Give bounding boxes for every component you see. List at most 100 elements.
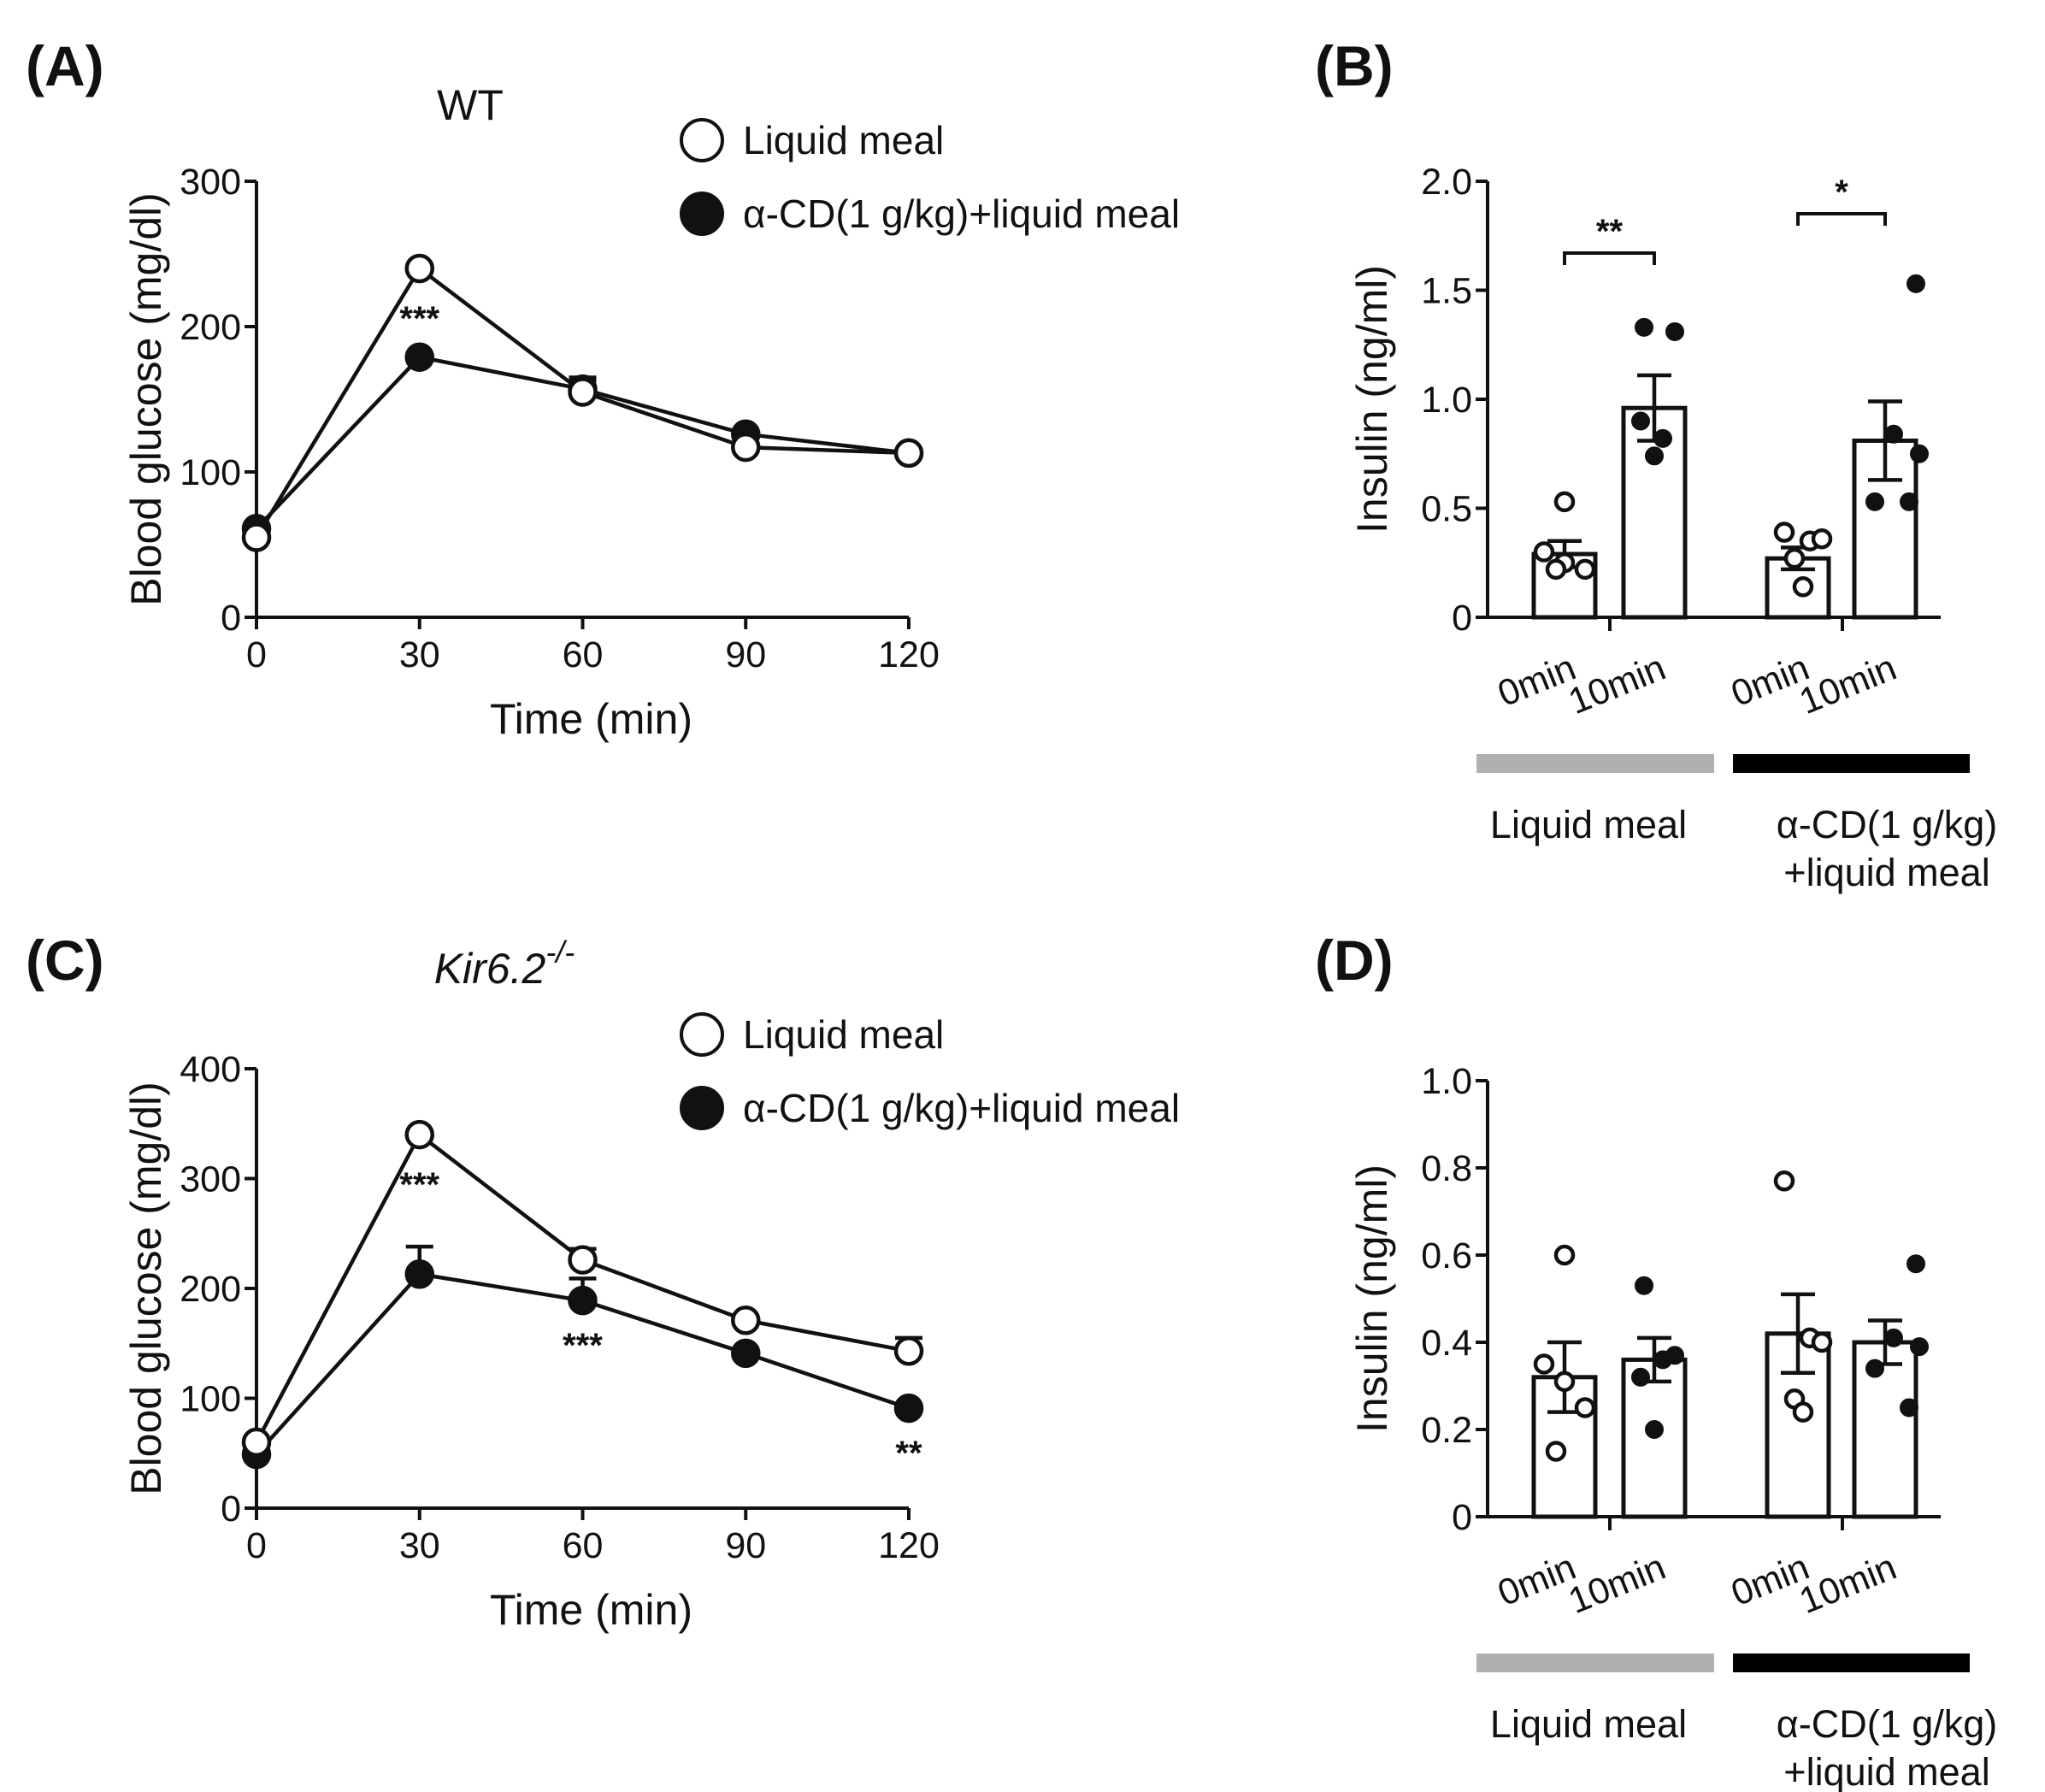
legend-label: Liquid meal [743,118,944,162]
data-point-open [1574,558,1596,581]
y-tick-label: 400 [180,1049,241,1090]
x-axis-title: Time (min) [490,1586,692,1634]
data-point-filled [1900,492,1918,511]
group-label: +liquid meal [1783,851,1989,894]
significance-mark: *** [399,1166,439,1204]
data-point-open [1533,541,1555,563]
group-label: α-CD(1 g/kg) [1777,803,1998,846]
open-marker [404,1119,434,1150]
chart-title: Kir6.2-/- [434,934,575,993]
data-point-filled [1635,317,1653,337]
open-marker [568,1245,598,1275]
y-tick-label: 0 [221,598,241,639]
x-tick-label: 0min [1492,1547,1581,1614]
group-bar-liquid-meal [1476,754,1714,773]
x-tick-label: 10min [1794,1547,1902,1622]
legend-open-marker [680,1012,724,1057]
open-marker [404,253,434,284]
group-bar-acd [1733,1653,1970,1672]
y-tick-label: 300 [180,162,241,203]
group-bar-acd [1733,754,1970,773]
x-tick-label: 10min [1563,1547,1671,1622]
legend-label: α-CD(1 g/kg)+liquid meal [743,192,1180,236]
data-point-open [1773,522,1795,543]
panel-c: (C) Kir6.2-/- 0 30 60 90 120 0 100 200 300 400 Time … [26,928,1180,1634]
data-point-open [1553,491,1576,513]
legend-filled-marker [680,1086,724,1130]
data-point-filled [1900,1398,1918,1418]
group-bar-liquid-meal [1476,1653,1714,1672]
legend-filled-marker [680,192,724,236]
data-point-open [1553,1371,1576,1393]
significance-mark: ** [895,1435,922,1472]
y-axis-title: Insulin (ng/ml) [1348,1164,1396,1433]
chart-title-superscript: -/- [545,934,575,970]
open-marker [568,377,598,407]
chart-title: WT [437,81,504,129]
filled-marker [893,1393,924,1424]
data-point-open [1811,1331,1833,1353]
significance-mark: * [1835,174,1848,211]
y-tick-label: 0 [1452,1497,1472,1538]
panel-label: (D) [1315,928,1394,992]
significance-bracket [1796,212,1887,226]
group-label: Liquid meal [1490,803,1687,846]
y-tick-label: 300 [180,1159,241,1200]
y-tick-label: 100 [180,1379,241,1420]
significance-mark: *** [563,1327,603,1365]
group-label: α-CD(1 g/kg) [1777,1702,1998,1746]
data-point-filled [1665,321,1684,341]
filled-marker [731,1338,761,1369]
chart-title-main: Kir6.2 [434,945,546,993]
data-point-filled [1884,1328,1903,1347]
data-point-filled [1635,1276,1653,1295]
significance-mark: ** [1596,213,1624,251]
data-point-filled [1865,1359,1884,1378]
group-label: +liquid meal [1783,1750,1989,1792]
x-tick-label: 0min [1492,647,1581,715]
bar [1852,1340,1918,1519]
open-marker [893,1335,924,1366]
open-marker [731,432,761,463]
y-axis-title: Insulin (ng/ml) [1348,265,1396,533]
data-point-open [1783,547,1806,569]
filled-marker [404,1259,434,1289]
x-tick-label: 90 [725,1525,766,1566]
y-tick-label: 0.8 [1421,1148,1472,1189]
x-tick-label: 10min [1563,647,1671,722]
legend-label: Liquid meal [743,1012,944,1057]
group-label: Liquid meal [1490,1702,1687,1746]
data-point-filled [1910,1337,1929,1357]
legend-label: α-CD(1 g/kg)+liquid meal [743,1086,1180,1130]
data-point-open [1811,528,1833,550]
data-point-filled [1865,492,1884,511]
panel-label: (C) [26,928,104,992]
data-point-open [1792,576,1814,598]
y-tick-label: 0.6 [1421,1235,1472,1276]
x-tick-label: 30 [399,634,440,675]
x-tick-label: 0 [246,1525,267,1566]
x-axis-title: Time (min) [490,695,692,743]
y-axis-title: Blood glucose (mg/dl) [122,192,170,606]
y-tick-label: 2.0 [1421,162,1472,203]
x-tick-label: 10min [1794,647,1902,722]
significance-bracket [1563,251,1656,265]
open-marker [893,438,924,469]
y-tick-label: 0.4 [1421,1323,1472,1364]
data-point-open [1533,1353,1555,1375]
y-tick-label: 200 [180,1269,241,1310]
y-tick-label: 0 [1452,598,1472,639]
data-point-open [1574,1397,1596,1418]
open-marker [731,1306,761,1335]
y-axis-title: Blood glucose (mg/dl) [122,1082,170,1495]
x-tick-label: 60 [563,634,604,675]
filled-marker [404,342,434,372]
data-point-filled [1645,1420,1664,1439]
data-point-filled [1653,1350,1672,1370]
y-tick-label: 0.2 [1421,1410,1472,1451]
data-point-open [1792,1401,1814,1423]
data-point-open [1545,1441,1567,1462]
panel-label: (A) [26,34,104,97]
